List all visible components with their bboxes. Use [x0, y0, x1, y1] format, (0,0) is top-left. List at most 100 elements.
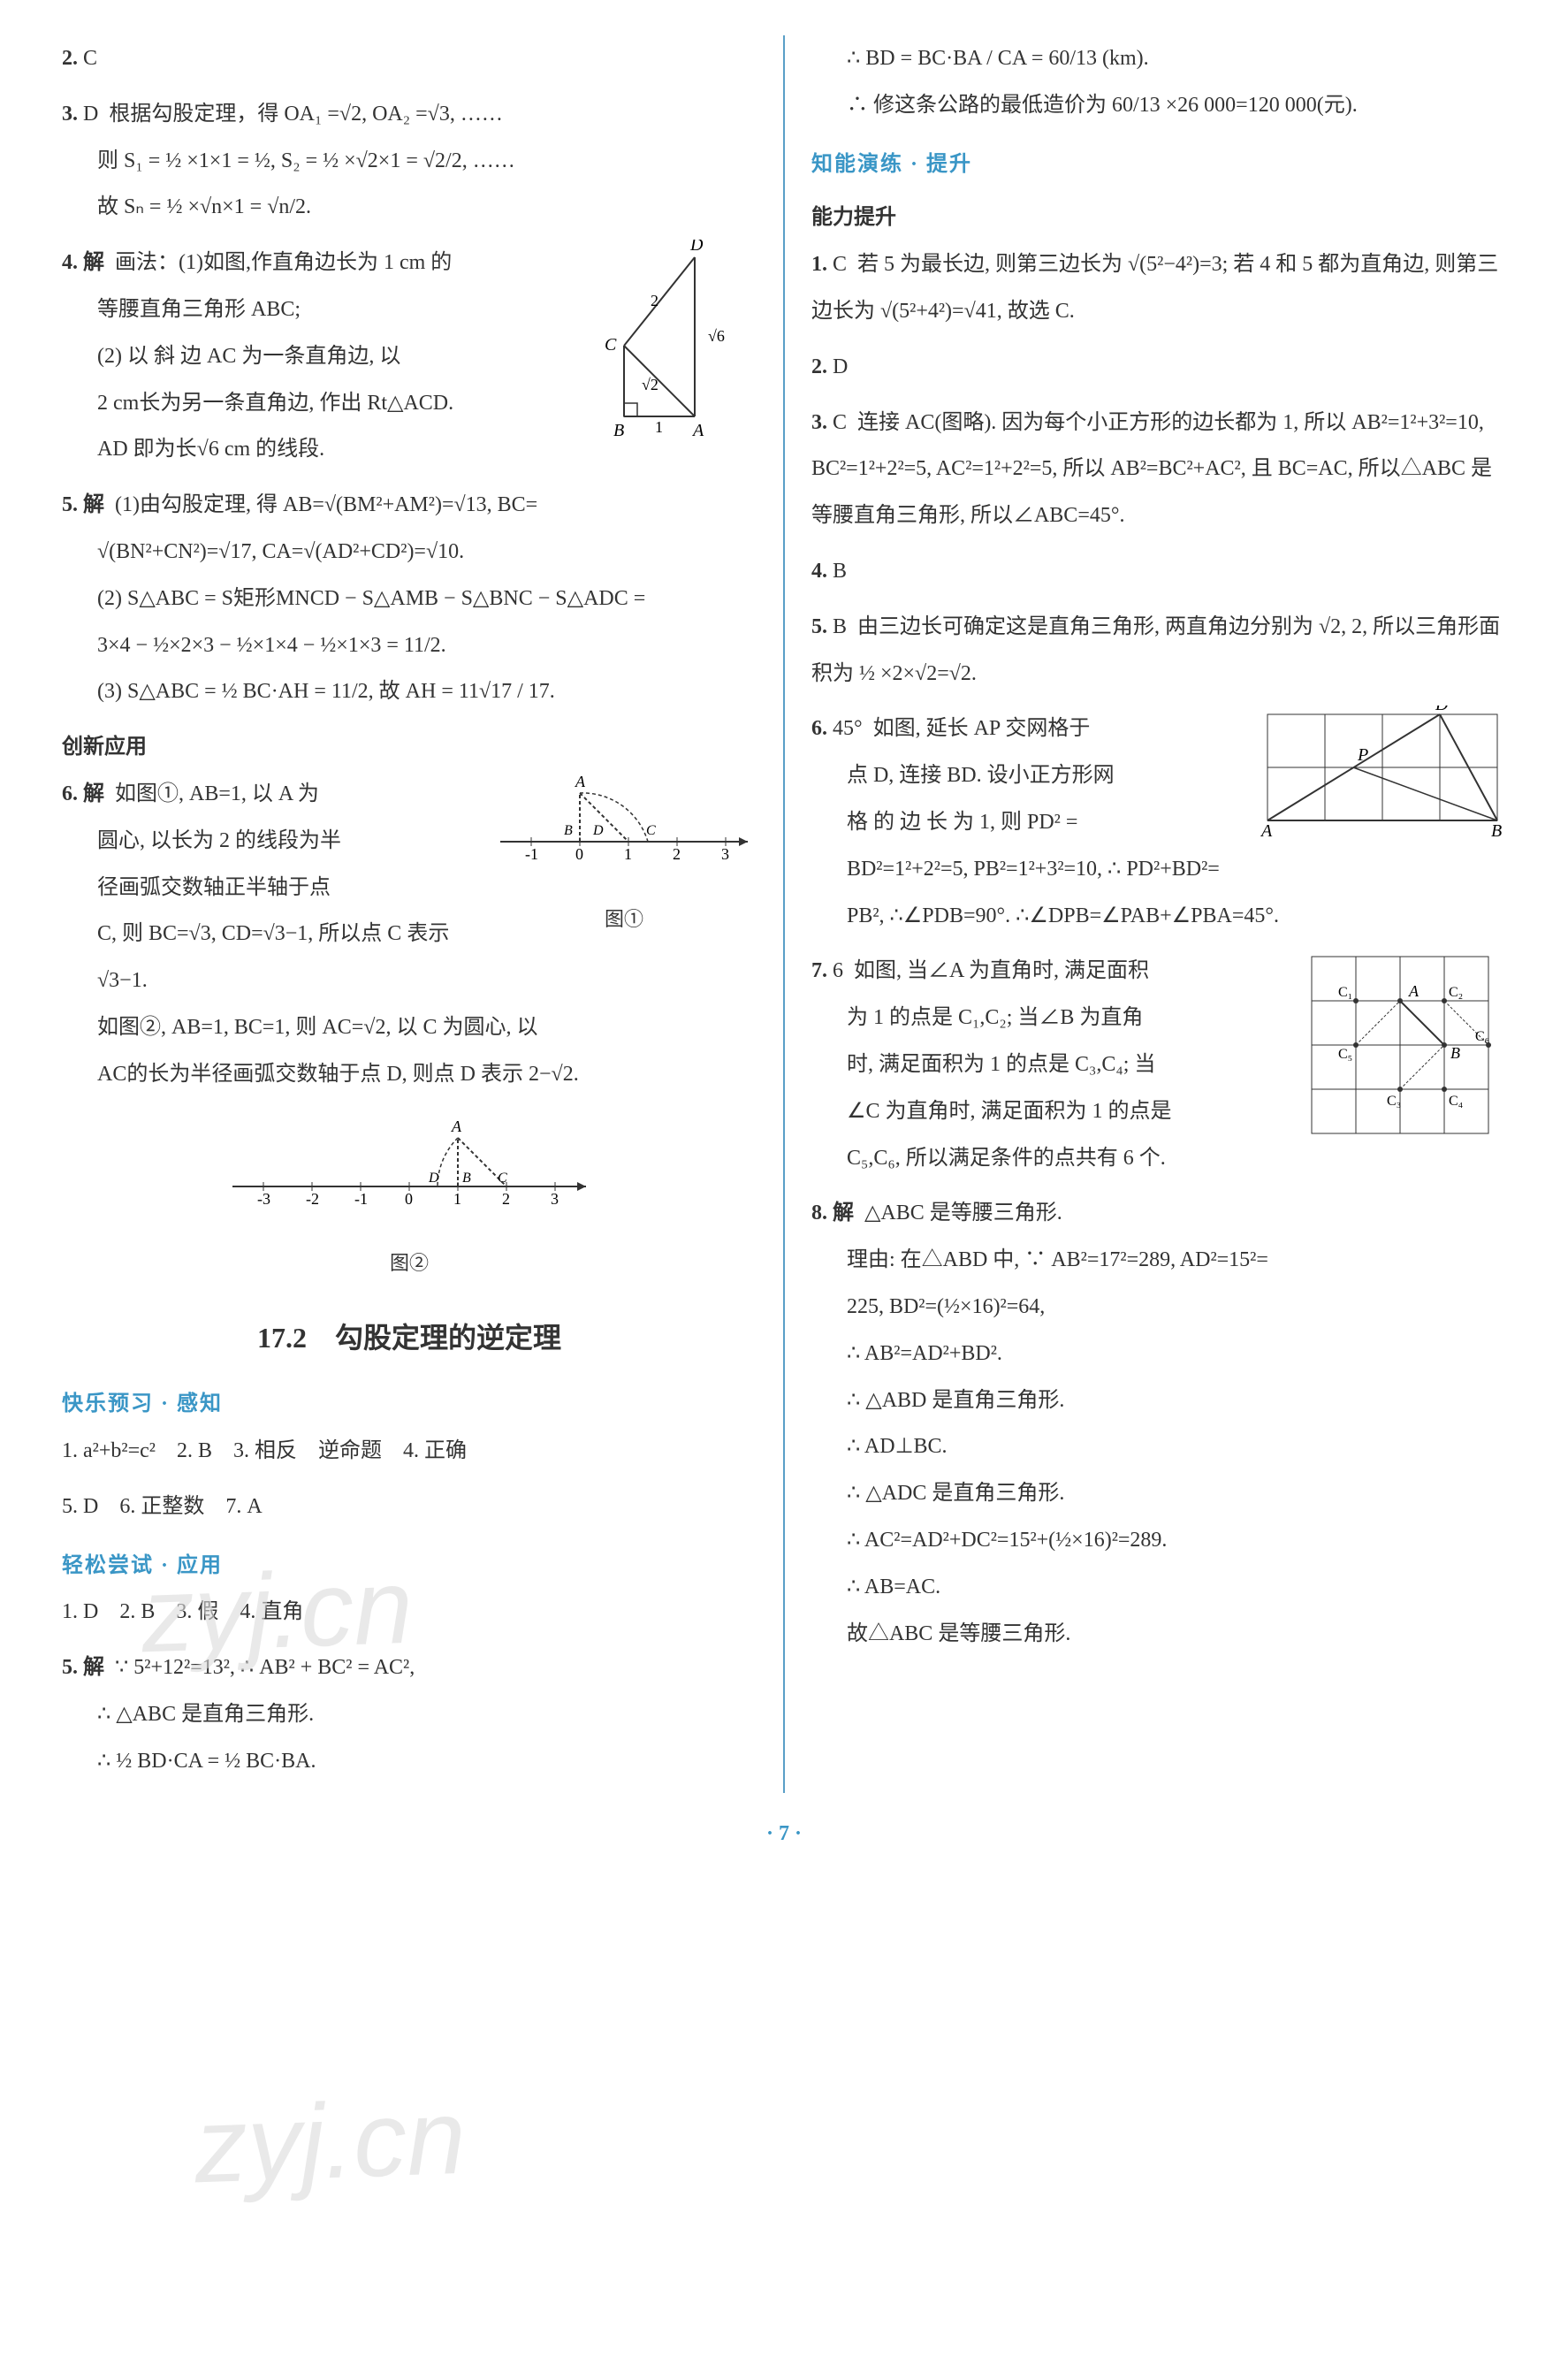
svg-text:1: 1: [655, 418, 663, 436]
r-q2: 2. D: [811, 344, 1506, 391]
r-q1-txt: 若 5 为最长边, 则第三边长为 √(5²−4²)=3; 若 4 和 5 都为直…: [811, 253, 1498, 323]
column-divider: [783, 35, 785, 1793]
r-q8-l7: ∴ △ADC 是直角三角形.: [811, 1470, 1506, 1517]
r-q2-num: 2.: [811, 355, 827, 378]
q3-line1: 根据勾股定理，得 OA₁ =√2, OA₂ =√3, ……: [109, 103, 502, 126]
q4-num: 4.: [62, 251, 78, 274]
svg-text:1: 1: [624, 845, 632, 863]
r-q8-l2: 理由: 在△ABD 中, ∵ AB²=17²=289, AD²=15²=: [811, 1237, 1506, 1284]
r-q5-num: 5.: [811, 615, 827, 638]
q6-figure2: -3 -2 -1 0 1 2 3 A B C D 图②: [62, 1098, 757, 1285]
svg-text:-1: -1: [354, 1190, 368, 1208]
svg-text:A: A: [691, 421, 704, 440]
try-l2b: ∴ △ABC 是直角三角形.: [62, 1691, 757, 1738]
r-q6-ans: 45°: [833, 717, 863, 740]
svg-text:D: D: [689, 240, 704, 255]
svg-text:-2: -2: [306, 1190, 319, 1208]
svg-text:-3: -3: [257, 1190, 270, 1208]
r-q7-l1: 如图, 当∠A 为直角时, 满足面积: [854, 959, 1149, 982]
r-q8-l9: ∴ AB=AC.: [811, 1564, 1506, 1611]
q6-cap2: 图②: [62, 1242, 757, 1285]
svg-text:D: D: [1435, 706, 1449, 714]
try-l2c: ∴ ½ BD·CA = ½ BC·BA.: [62, 1738, 757, 1785]
watermark-2: zyj.cn: [190, 2020, 469, 2263]
q2-ans: C: [83, 47, 97, 70]
q3-line2: 则 S₁ = ½ ×1×1 = ½, S₂ = ½ ×√2×1 = √2/2, …: [62, 138, 757, 185]
svg-text:B: B: [1491, 821, 1502, 838]
r-q8-l5: ∴ △ABD 是直角三角形.: [811, 1377, 1506, 1424]
r-q7-ans: 6: [833, 959, 843, 982]
q6-num: 6.: [62, 782, 78, 805]
r-q7-fig: A B C₁ C₂ C₅ C₆ C₃ C₄: [1303, 948, 1506, 1169]
r-q7: A B C₁ C₂ C₅ C₆ C₃ C₄ 7. 6 如图, 当∠A 为直角时,…: [811, 948, 1506, 1181]
r-q4-ans: B: [833, 560, 847, 583]
r-q3-txt: 连接 AC(图略). 因为每个小正方形的边长都为 1, 所以 AB²=1²+3²…: [811, 411, 1492, 528]
q6-head: 解: [83, 782, 104, 805]
r-q4-num: 4.: [811, 560, 827, 583]
try-l1: 1. D 2. B 3. 假 4. 直角: [62, 1589, 757, 1636]
r-q3-num: 3.: [811, 411, 827, 434]
r-q8-l3: 225, BD²=(½×16)²=64,: [811, 1284, 1506, 1331]
r-q6: A B P D 6. 45° 如图, 延长 AP 交网格于 点 D, 连接 BD…: [811, 706, 1506, 939]
q4-head: 解: [83, 251, 104, 274]
q2: 2. C: [62, 35, 757, 82]
try-q5-head: 解: [83, 1656, 104, 1679]
r-q5: 5. B 由三边长可确定这是直角三角形, 两直角边分别为 √2, 2, 所以三角…: [811, 604, 1506, 698]
q6-l5: 如图②, AB=1, BC=1, 则 AC=√2, 以 C 为圆心, 以: [62, 1004, 757, 1051]
r-q8-num: 8.: [811, 1202, 827, 1224]
svg-text:P: P: [1357, 745, 1368, 765]
r-q8-l1: △ABC 是等腰三角形.: [864, 1202, 1062, 1224]
svg-text:2: 2: [502, 1190, 510, 1208]
svg-text:2: 2: [673, 845, 681, 863]
cont-l1: ∴ BD = BC·BA / CA = 60/13 (km).: [811, 35, 1506, 82]
r-q8-head: 解: [833, 1202, 854, 1224]
q5-l1: (1)由勾股定理, 得 AB=√(BM²+AM²)=√13, BC=: [115, 493, 537, 516]
q3-ans: D: [83, 103, 98, 126]
try-head: 轻松尝试 · 应用: [62, 1543, 757, 1590]
svg-text:C: C: [646, 823, 656, 838]
q6-l6: AC的长为半径画弧交数轴于点 D, 则点 D 表示 2−√2.: [62, 1051, 757, 1098]
pre-l2: 5. D 6. 正整数 7. A: [62, 1484, 757, 1530]
svg-text:3: 3: [551, 1190, 559, 1208]
cont-l2: ∴ 修这条公路的最低造价为 60/13 ×26 000=120 000(元).: [811, 82, 1506, 129]
svg-text:C: C: [498, 1171, 507, 1186]
svg-text:3: 3: [721, 845, 729, 863]
svg-text:0: 0: [405, 1190, 413, 1208]
q6-figure1: -1 0 1 2 3 A B D C 图①: [491, 771, 757, 941]
r-q2-ans: D: [833, 355, 848, 378]
q3-num: 3.: [62, 103, 78, 126]
q5-l2: √(BN²+CN²)=√17, CA=√(AD²+CD²)=√10.: [62, 529, 757, 576]
zn-head: 知能演练 · 提升: [811, 141, 1506, 188]
svg-text:A: A: [1260, 821, 1273, 838]
r-q5-txt: 由三边长可确定这是直角三角形, 两直角边分别为 √2, 2, 所以三角形面积为 …: [811, 615, 1500, 685]
q3: 3. D 根据勾股定理，得 OA₁ =√2, OA₂ =√3, …… 则 S₁ …: [62, 91, 757, 231]
svg-text:B: B: [564, 823, 573, 838]
q4: D C B A 2 1 √2 √6 4. 解 画法：(1)如图,作直角边长为 1…: [62, 240, 757, 473]
r-q7-num: 7.: [811, 959, 827, 982]
svg-text:B: B: [613, 421, 624, 440]
svg-text:D: D: [592, 823, 604, 838]
q5-num: 5.: [62, 493, 78, 516]
pre-l1: 1. a²+b²=c² 2. B 3. 相反 逆命题 4. 正确: [62, 1428, 757, 1475]
svg-text:D: D: [428, 1171, 439, 1186]
r-q3-ans: C: [833, 411, 847, 434]
q5-head: 解: [83, 493, 104, 516]
q5-l4: 3×4 − ½×2×3 − ½×1×4 − ½×1×3 = 11/2.: [62, 622, 757, 669]
svg-text:C₄: C₄: [1449, 1094, 1464, 1109]
r-q1-num: 1.: [811, 253, 827, 276]
r-q8-l10: 故△ABC 是等腰三角形.: [811, 1611, 1506, 1658]
pre-head: 快乐预习 · 感知: [62, 1381, 757, 1428]
svg-text:B: B: [462, 1171, 471, 1186]
r-q8-l8: ∴ AC²=AD²+DC²=15²+(½×16)²=289.: [811, 1517, 1506, 1564]
q4-l1: 画法：(1)如图,作直角边长为 1 cm 的: [115, 251, 452, 274]
cx-head: 创新应用: [62, 724, 757, 771]
svg-text:A: A: [1408, 982, 1420, 1000]
svg-text:0: 0: [575, 845, 583, 863]
svg-text:C₂: C₂: [1449, 985, 1463, 1000]
svg-text:A: A: [451, 1118, 462, 1135]
r-q5-ans: B: [833, 615, 847, 638]
r-q1: 1. C 若 5 为最长边, 则第三边长为 √(5²−4²)=3; 若 4 和 …: [811, 241, 1506, 335]
try-q5: 5. 解 ∵ 5²+12²=13², ∴ AB² + BC² = AC², ∴ …: [62, 1644, 757, 1784]
svg-text:B: B: [1450, 1044, 1460, 1062]
nl-head: 能力提升: [811, 195, 1506, 241]
